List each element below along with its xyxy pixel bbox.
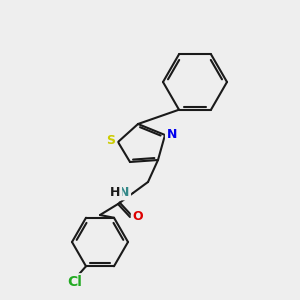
Text: Cl: Cl bbox=[68, 275, 82, 289]
Text: O: O bbox=[133, 211, 143, 224]
Text: H: H bbox=[110, 185, 120, 199]
Text: S: S bbox=[106, 134, 116, 148]
Text: N: N bbox=[167, 128, 177, 140]
Text: N: N bbox=[119, 185, 129, 199]
